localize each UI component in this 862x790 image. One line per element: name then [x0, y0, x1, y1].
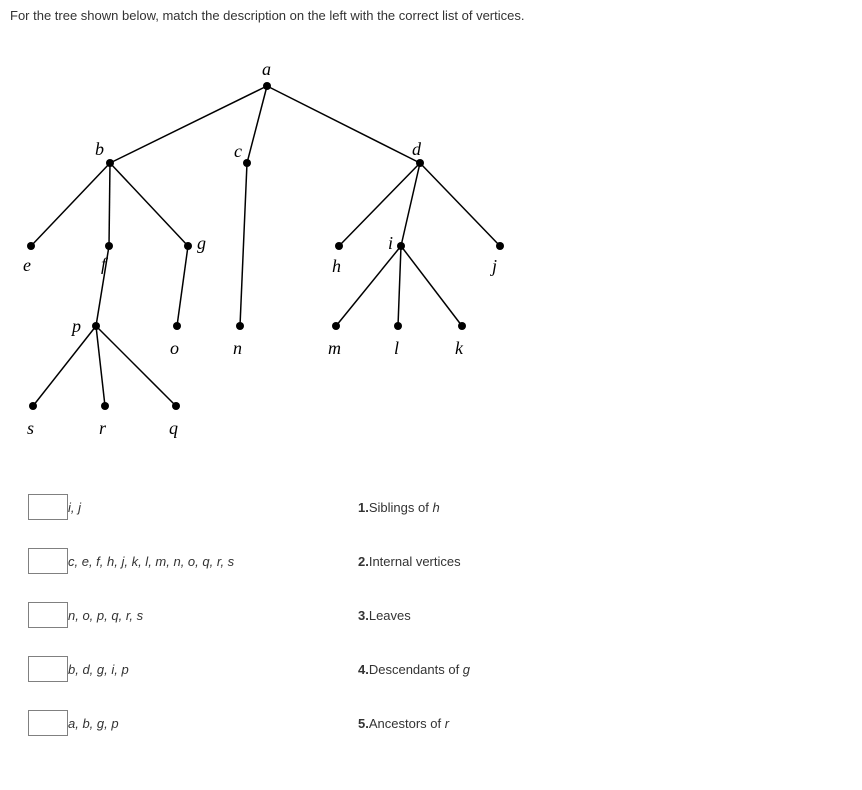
match-number: 3. — [358, 602, 369, 628]
tree-node-j — [496, 242, 504, 250]
match-right-text: Siblings of h — [369, 494, 470, 520]
tree-edge — [420, 163, 500, 246]
match-left-text: a, b, g, p — [68, 710, 358, 736]
tree-node-o — [173, 322, 181, 330]
tree-label-n: n — [233, 338, 242, 359]
match-number: 4. — [358, 656, 369, 682]
answer-input-3[interactable] — [28, 602, 68, 628]
tree-node-e — [27, 242, 35, 250]
match-row: a, b, g, p5.Ancestors of r — [28, 710, 470, 736]
tree-node-l — [394, 322, 402, 330]
tree-edge — [109, 163, 110, 246]
tree-node-p — [92, 322, 100, 330]
tree-edge — [110, 163, 188, 246]
tree-label-a: a — [262, 59, 271, 80]
tree-label-h: h — [332, 256, 341, 277]
tree-label-b: b — [95, 139, 104, 160]
tree-label-f: f — [101, 254, 106, 275]
match-right-text: Internal vertices — [369, 548, 470, 574]
tree-svg — [10, 41, 610, 441]
tree-label-k: k — [455, 338, 463, 359]
tree-edge — [247, 86, 267, 163]
tree-node-b — [106, 159, 114, 167]
tree-diagram: a b c d e f g h i j p o n m l k s r q — [10, 41, 610, 441]
tree-node-s — [29, 402, 37, 410]
tree-edge — [31, 163, 110, 246]
tree-edge — [339, 163, 420, 246]
tree-label-m: m — [328, 338, 341, 359]
match-number: 5. — [358, 710, 369, 736]
tree-node-a — [263, 82, 271, 90]
tree-label-p: p — [72, 316, 81, 337]
tree-label-r: r — [99, 418, 106, 439]
match-left-text: c, e, f, h, j, k, l, m, n, o, q, r, s — [68, 548, 358, 574]
tree-node-m — [332, 322, 340, 330]
question-text: For the tree shown below, match the desc… — [10, 8, 852, 23]
match-right-text: Leaves — [369, 602, 470, 628]
tree-label-q: q — [169, 418, 178, 439]
tree-node-i — [397, 242, 405, 250]
tree-edge — [240, 163, 247, 326]
tree-node-q — [172, 402, 180, 410]
tree-edge — [96, 326, 105, 406]
match-row: c, e, f, h, j, k, l, m, n, o, q, r, s2.I… — [28, 548, 470, 574]
tree-node-k — [458, 322, 466, 330]
tree-edge — [401, 163, 420, 246]
tree-label-c: c — [234, 141, 242, 162]
match-row: i, j1.Siblings of h — [28, 494, 470, 520]
answer-input-5[interactable] — [28, 710, 68, 736]
tree-node-g — [184, 242, 192, 250]
tree-node-f — [105, 242, 113, 250]
tree-node-c — [243, 159, 251, 167]
tree-edge — [398, 246, 401, 326]
tree-label-e: e — [23, 255, 31, 276]
tree-label-o: o — [170, 338, 179, 359]
tree-edge — [267, 86, 420, 163]
tree-node-n — [236, 322, 244, 330]
tree-label-j: j — [492, 256, 497, 277]
match-number: 1. — [358, 494, 369, 520]
tree-node-r — [101, 402, 109, 410]
tree-label-l: l — [394, 338, 399, 359]
tree-edge — [336, 246, 401, 326]
match-row: n, o, p, q, r, s3.Leaves — [28, 602, 470, 628]
match-number: 2. — [358, 548, 369, 574]
answer-input-2[interactable] — [28, 548, 68, 574]
match-left-text: b, d, g, i, p — [68, 656, 358, 682]
match-right-text: Descendants of g — [369, 656, 470, 682]
tree-label-d: d — [412, 139, 421, 160]
tree-label-g: g — [197, 233, 206, 254]
tree-label-s: s — [27, 418, 34, 439]
tree-node-h — [335, 242, 343, 250]
tree-edge — [110, 86, 267, 163]
matching-table: i, j1.Siblings of h c, e, f, h, j, k, l, … — [28, 466, 470, 764]
match-left-text: n, o, p, q, r, s — [68, 602, 358, 628]
tree-edge — [401, 246, 462, 326]
match-right-text: Ancestors of r — [369, 710, 470, 736]
answer-input-4[interactable] — [28, 656, 68, 682]
match-row: b, d, g, i, p4.Descendants of g — [28, 656, 470, 682]
answer-input-1[interactable] — [28, 494, 68, 520]
tree-label-i: i — [388, 233, 393, 254]
tree-edge — [177, 246, 188, 326]
tree-node-d — [416, 159, 424, 167]
match-left-text: i, j — [68, 494, 358, 520]
tree-edge — [33, 326, 96, 406]
tree-edge — [96, 326, 176, 406]
